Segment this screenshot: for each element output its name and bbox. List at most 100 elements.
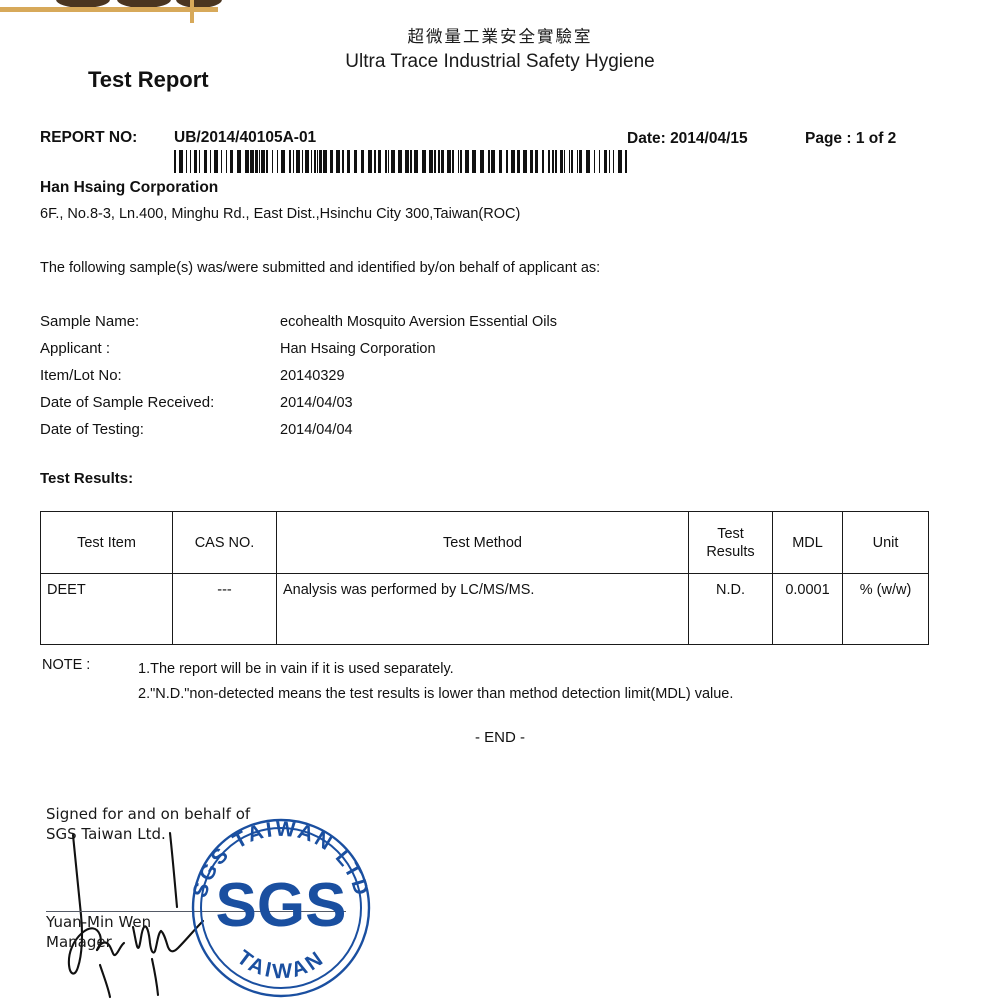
barcode-bar bbox=[296, 150, 300, 173]
barcode-bar bbox=[560, 150, 563, 173]
barcode-bar bbox=[398, 150, 402, 173]
handwritten-signature-icon bbox=[67, 831, 205, 999]
barcode-bar bbox=[422, 150, 426, 173]
barcode-bar bbox=[330, 150, 333, 173]
barcode-bar bbox=[472, 150, 476, 173]
column-header-unit: Unit bbox=[842, 511, 929, 574]
barcode-bar bbox=[586, 150, 590, 173]
barcode-bar bbox=[577, 150, 578, 173]
column-header-test-results: Test Results bbox=[688, 511, 773, 574]
barcode-bar bbox=[204, 150, 207, 173]
cell-mdl: 0.0001 bbox=[772, 573, 843, 645]
test-results-table: Test Item CAS NO. Test Method Test Resul… bbox=[40, 511, 929, 645]
barcode-bar bbox=[385, 150, 387, 173]
barcode-bar bbox=[391, 150, 395, 173]
barcode-bar bbox=[530, 150, 533, 173]
page-title: Test Report bbox=[88, 67, 209, 92]
barcode-bar bbox=[319, 150, 322, 173]
barcode-bar bbox=[609, 150, 610, 173]
end-marker: - END - bbox=[475, 729, 525, 746]
cell-unit: % (w/w) bbox=[842, 573, 929, 645]
barcode-bar bbox=[564, 150, 565, 173]
sample-detail-label: Date of Testing: bbox=[40, 421, 144, 438]
report-date: Date: 2014/04/15 bbox=[627, 130, 748, 147]
svg-text:TAIWAN: TAIWAN bbox=[233, 946, 330, 983]
column-header-mdl: MDL bbox=[772, 511, 843, 574]
report-page-number: Page : 1 of 2 bbox=[805, 130, 897, 147]
stamp-arc-bottom-text: TAIWAN bbox=[233, 946, 327, 983]
barcode-bar bbox=[186, 150, 187, 173]
barcode-bar bbox=[480, 150, 484, 173]
barcode-bar bbox=[174, 150, 176, 173]
lab-name-english: Ultra Trace Industrial Safety Hygiene bbox=[345, 51, 655, 72]
cell-cas-no: --- bbox=[172, 573, 277, 645]
barcode-bar bbox=[259, 150, 260, 173]
barcode-bar bbox=[368, 150, 372, 173]
signature-line bbox=[46, 911, 346, 912]
logo-underline-bar bbox=[0, 7, 218, 12]
sample-detail-value: 20140329 bbox=[280, 368, 345, 384]
barcode-bar bbox=[221, 150, 222, 173]
barcode-bar bbox=[388, 150, 389, 173]
barcode-bar bbox=[625, 150, 627, 173]
barcode-bar bbox=[523, 150, 527, 173]
barcode-bar bbox=[604, 150, 607, 173]
sample-detail-label: Sample Name: bbox=[40, 313, 140, 330]
barcode-bar bbox=[506, 150, 508, 173]
barcode-bar bbox=[302, 150, 303, 173]
barcode-bar bbox=[179, 150, 183, 173]
test-results-label: Test Results: bbox=[40, 470, 134, 487]
barcode-bar bbox=[237, 150, 241, 173]
barcode-bar bbox=[378, 150, 381, 173]
logo-oval-2 bbox=[117, 0, 171, 8]
barcode-bar bbox=[323, 150, 327, 173]
note-list: 1.The report will be in vain if it is us… bbox=[138, 657, 938, 707]
logo-oval-1 bbox=[56, 0, 110, 8]
barcode-bar bbox=[272, 150, 273, 173]
barcode-bar bbox=[429, 150, 433, 173]
barcode-bar bbox=[266, 150, 268, 173]
sample-detail-row: Applicant : Han Hsaing Corporation bbox=[40, 340, 740, 367]
sample-detail-value: Han Hsaing Corporation bbox=[280, 341, 436, 357]
barcode-bar bbox=[569, 150, 570, 173]
barcode-bar bbox=[361, 150, 364, 173]
table-header-row: Test Item CAS NO. Test Method Test Resul… bbox=[40, 511, 929, 574]
barcode-bar bbox=[511, 150, 515, 173]
sample-details-block: Sample Name: ecohealth Mosquito Aversion… bbox=[40, 313, 740, 448]
client-name: Han Hsaing Corporation bbox=[40, 179, 219, 196]
logo-oval-3 bbox=[176, 0, 222, 8]
barcode-bar bbox=[374, 150, 376, 173]
report-no-value: UB/2014/40105A-01 bbox=[174, 129, 317, 146]
barcode-bar bbox=[230, 150, 233, 173]
barcode-bar bbox=[579, 150, 582, 173]
barcode-bar bbox=[535, 150, 538, 173]
barcode-bar bbox=[452, 150, 454, 173]
barcode-bar bbox=[447, 150, 451, 173]
barcode-bar bbox=[347, 150, 350, 173]
sample-detail-label: Date of Sample Received: bbox=[40, 394, 215, 411]
barcode-bar bbox=[226, 150, 227, 173]
cell-test-method: Analysis was performed by LC/MS/MS. bbox=[276, 573, 689, 645]
barcode-bar bbox=[289, 150, 291, 173]
barcode-icon bbox=[174, 150, 630, 173]
lab-header: 超微量工業安全實驗室 Ultra Trace Industrial Safety… bbox=[0, 26, 1000, 75]
cell-test-result: N.D. bbox=[688, 573, 773, 645]
signer-role: Manager bbox=[46, 933, 112, 951]
barcode-bar bbox=[465, 150, 469, 173]
barcode-bar bbox=[618, 150, 622, 173]
barcode-bar bbox=[250, 150, 254, 173]
stamp-center-text: SGS bbox=[216, 871, 347, 940]
barcode-bar bbox=[613, 150, 614, 173]
column-header-cas-no: CAS NO. bbox=[172, 511, 277, 574]
sample-detail-row: Item/Lot No: 20140329 bbox=[40, 367, 740, 394]
signed-on-behalf-line1: Signed for and on behalf of bbox=[46, 805, 251, 823]
sample-detail-row: Sample Name: ecohealth Mosquito Aversion… bbox=[40, 313, 740, 340]
barcode-bar bbox=[460, 150, 462, 173]
barcode-bar bbox=[499, 150, 502, 173]
barcode-bar bbox=[293, 150, 294, 173]
barcode-bar bbox=[194, 150, 197, 173]
barcode-bar bbox=[336, 150, 340, 173]
barcode-bar bbox=[311, 150, 312, 173]
note-label: NOTE : bbox=[42, 657, 91, 673]
column-header-test-method: Test Method bbox=[276, 511, 689, 574]
